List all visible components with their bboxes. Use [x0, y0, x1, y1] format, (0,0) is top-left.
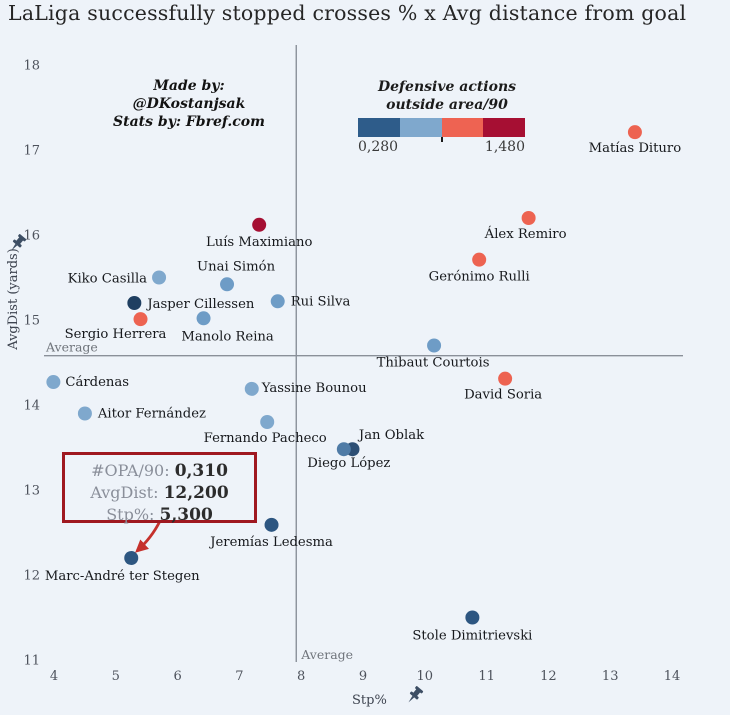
data-point — [252, 217, 267, 232]
data-point — [627, 125, 642, 140]
credits-line-2: @DKostanjsak — [132, 96, 246, 112]
annotation-label: Stp%: — [106, 505, 155, 524]
y-tick-label: 14 — [23, 399, 40, 414]
x-tick-label: 7 — [235, 669, 243, 684]
credits-block: Made by: @DKostanjsak Stats by: Fbref.co… — [83, 77, 295, 131]
player-label: Marc-André ter Stegen — [45, 569, 200, 584]
data-point — [264, 517, 279, 532]
data-point — [133, 312, 148, 327]
data-point — [220, 277, 235, 292]
x-tick-label: 13 — [602, 669, 619, 684]
y-tick-label: 18 — [23, 59, 40, 74]
player-label: Unai Simón — [197, 259, 276, 274]
y-tick-label: 11 — [23, 654, 40, 669]
player-label: Sergio Herrera — [65, 327, 167, 342]
chart-title: LaLiga successfully stopped crosses % x … — [8, 1, 687, 25]
player-label: David Soria — [464, 388, 542, 403]
annotation-label: #OPA/90: — [91, 461, 170, 480]
legend-colorbar-mid-tick — [441, 137, 443, 142]
player-label: Matías Dituro — [589, 141, 682, 156]
x-average-label: Average — [300, 647, 353, 662]
data-point — [127, 296, 142, 310]
annotation-row: Stp%: 5,300 — [65, 504, 254, 526]
player-label: Jan Oblak — [357, 428, 425, 443]
y-tick-label: 15 — [23, 314, 40, 329]
data-point — [498, 371, 513, 386]
player-label: Thibaut Courtois — [377, 356, 490, 371]
y-axis-ticks: 18 17 16 15 14 13 12 11 — [23, 59, 40, 669]
player-label: Fernando Pacheco — [204, 431, 327, 446]
legend-color-segment — [483, 118, 525, 137]
y-axis-title: AvgDist (yards) — [6, 248, 21, 351]
x-tick-label: 12 — [540, 669, 557, 684]
x-axis-ticks: 4 5 6 7 8 9 10 11 12 13 14 — [50, 669, 680, 684]
player-label: Stole Dimitrievski — [412, 629, 532, 644]
annotation-value: 5,300 — [159, 505, 213, 525]
data-point — [336, 442, 351, 457]
player-label: Jeremías Ledesma — [208, 535, 333, 550]
data-point — [260, 415, 275, 429]
legend-max-label: 1,480 — [484, 139, 525, 155]
legend-color-segment — [399, 118, 442, 137]
legend-color-segment — [358, 118, 400, 137]
annotation-label: AvgDist: — [90, 483, 159, 502]
legend-min-label: 0,280 — [358, 139, 399, 155]
data-point — [196, 311, 211, 326]
annotation-value: 0,310 — [174, 461, 228, 481]
data-point — [427, 338, 442, 353]
player-label: Kiko Casilla — [68, 272, 148, 287]
data-point — [472, 252, 487, 267]
y-tick-label: 12 — [23, 569, 40, 584]
pushpin-icon — [408, 686, 424, 703]
credits-line-3: Stats by: Fbref.com — [113, 114, 265, 130]
x-tick-label: 8 — [297, 669, 305, 684]
player-label: Jasper Cillessen — [145, 297, 255, 312]
y-tick-label: 13 — [23, 484, 40, 499]
x-tick-label: 4 — [50, 669, 58, 684]
data-point — [465, 610, 480, 625]
credits-line-1: Made by: — [153, 78, 225, 94]
player-label: Álex Remiro — [484, 226, 567, 242]
x-tick-label: 9 — [359, 669, 367, 684]
x-tick-label: 6 — [173, 669, 181, 684]
data-point — [521, 211, 536, 225]
data-point — [77, 406, 92, 421]
annotation-box: #OPA/90: 0,310 AvgDist: 12,200 Stp%: 5,3… — [62, 452, 257, 526]
legend-title-line-1: Defensive actions — [377, 79, 517, 95]
annotation-arrow — [135, 520, 162, 553]
legend-title: Defensive actions outside area/90 — [343, 78, 551, 114]
y-tick-label: 16 — [23, 229, 40, 244]
player-label: Gerónimo Rulli — [429, 270, 530, 285]
annotation-value: 12,200 — [163, 483, 229, 503]
data-point — [124, 551, 139, 565]
x-tick-label: 14 — [664, 669, 681, 684]
player-label: Aitor Fernández — [97, 407, 206, 422]
data-point — [46, 375, 61, 390]
player-label: Rui Silva — [291, 294, 351, 309]
player-label: Cárdenas — [65, 375, 129, 390]
player-label: Manolo Reina — [181, 329, 274, 344]
pushpin-icon — [11, 234, 27, 251]
annotation-row: #OPA/90: 0,310 — [65, 460, 254, 482]
x-tick-label: 11 — [478, 669, 495, 684]
x-tick-label: 10 — [417, 669, 434, 684]
player-label: Luís Maximiano — [206, 235, 313, 250]
player-label: Diego López — [307, 456, 390, 471]
legend-colorbar — [358, 118, 525, 137]
data-point — [244, 381, 259, 396]
point-labels: Matías Dituro Álex Remiro Luís Maximiano Ge… — [45, 141, 681, 643]
x-tick-label: 5 — [112, 669, 120, 684]
y-average-label: Average — [45, 340, 98, 355]
data-points — [46, 125, 642, 625]
y-tick-label: 17 — [23, 144, 40, 159]
data-point — [270, 294, 285, 309]
annotation-row: AvgDist: 12,200 — [65, 482, 254, 504]
legend-color-segment — [441, 118, 484, 137]
data-point — [152, 270, 167, 285]
player-label: Yassine Bounou — [261, 381, 367, 396]
x-axis-title: Stp% — [352, 693, 387, 708]
legend-title-line-2: outside area/90 — [386, 97, 508, 113]
